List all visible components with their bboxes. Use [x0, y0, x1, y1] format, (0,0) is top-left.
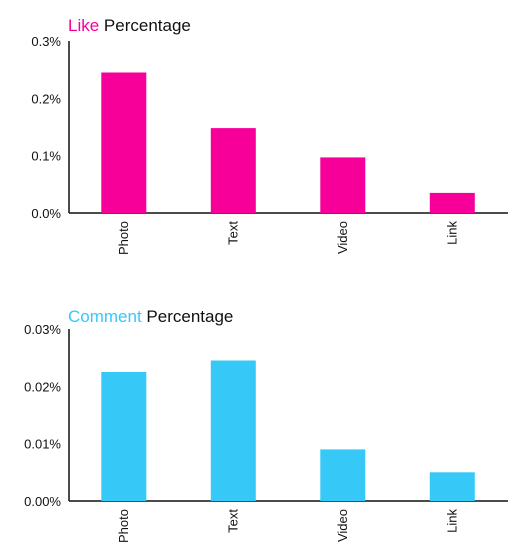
- bar-photo: [101, 372, 147, 501]
- bar-video: [320, 449, 366, 501]
- category-label: Link: [444, 221, 459, 245]
- like-percentage-chart: Like Percentage 0.0% 0.1% 0.2% 0.3% Phot…: [31, 16, 508, 255]
- category-label: Video: [335, 509, 350, 542]
- chart-title: Like Percentage: [68, 16, 191, 35]
- y-tick-label: 0.02%: [24, 379, 61, 394]
- bar-text: [210, 360, 256, 501]
- bar-text: [210, 128, 256, 213]
- bar-photo: [101, 72, 147, 213]
- category-label: Photo: [116, 221, 131, 255]
- y-tick-label: 0.01%: [24, 437, 61, 452]
- x-category-labels: Photo Text Video Link: [116, 509, 460, 543]
- bar-link: [429, 192, 475, 213]
- y-ticks: 0.0% 0.1% 0.2% 0.3%: [31, 34, 61, 221]
- bar-link: [429, 472, 475, 501]
- y-tick-label: 0.00%: [24, 494, 61, 509]
- y-tick-label: 0.3%: [31, 34, 61, 49]
- bar-video: [320, 157, 366, 213]
- bars: [101, 360, 475, 501]
- title-rest: Percentage: [99, 16, 191, 35]
- title-rest: Percentage: [142, 307, 234, 326]
- comment-percentage-chart: Comment Percentage 0.00% 0.01% 0.02% 0.0…: [24, 307, 508, 543]
- bars: [101, 72, 475, 213]
- x-category-labels: Photo Text Video Link: [116, 221, 460, 255]
- y-tick-label: 0.03%: [24, 322, 61, 337]
- y-ticks: 0.00% 0.01% 0.02% 0.03%: [24, 322, 61, 509]
- title-highlight: Comment: [68, 307, 142, 326]
- title-highlight: Like: [68, 16, 99, 35]
- y-tick-label: 0.0%: [31, 206, 61, 221]
- category-label: Link: [444, 509, 459, 533]
- y-tick-label: 0.1%: [31, 149, 61, 164]
- category-label: Photo: [116, 509, 131, 543]
- y-tick-label: 0.2%: [31, 91, 61, 106]
- category-label: Text: [225, 221, 240, 245]
- category-label: Text: [225, 509, 240, 533]
- category-label: Video: [335, 221, 350, 254]
- chart-title: Comment Percentage: [68, 307, 233, 326]
